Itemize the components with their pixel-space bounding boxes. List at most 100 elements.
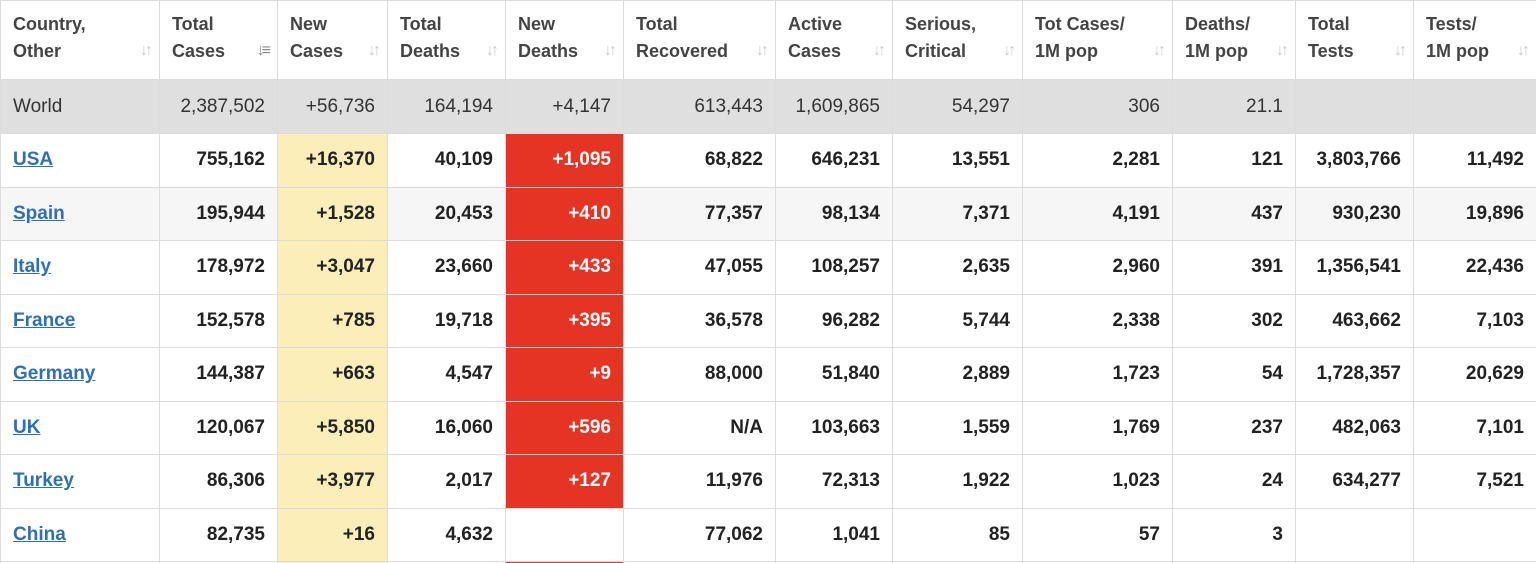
column-header-serious-critical[interactable]: Serious, Critical ↓↑ [892,0,1023,80]
total-recovered-cell: 36,578 [623,293,776,348]
total-tests-cell: 3,803,766 [1295,133,1414,188]
table-row: Germany 144,387 +663 4,547 +9 88,000 51,… [0,347,1536,402]
new-cases-cell: +16,370 [277,133,388,188]
active-cases-cell: 72,313 [775,454,893,509]
tests-per-million-cell: 7,103 [1413,293,1536,348]
active-cases-cell: 108,257 [775,240,893,295]
total-tests-cell: 463,662 [1295,293,1414,348]
tests-per-million-cell: 7,521 [1413,454,1536,509]
column-header-label-line1: Total [400,14,442,34]
deaths-per-million-cell: 54 [1172,347,1296,402]
sort-arrows-icon[interactable]: ↓↑ [140,42,153,59]
total-recovered-cell: 77,357 [623,186,776,241]
country-link[interactable]: France [13,309,76,331]
sort-arrows-icon[interactable]: ↓↑ [1517,42,1530,59]
total-tests-cell: 482,063 [1295,400,1414,455]
total-recovered-cell: 11,976 [623,454,776,509]
country-cell: Spain [0,186,160,241]
deaths-per-million-cell: 21.1 [1172,79,1296,134]
column-header-tests-per-million[interactable]: Tests/ 1M pop ↓↑ [1413,0,1536,80]
sort-arrows-icon[interactable]: ↓↑ [1003,42,1016,59]
column-header-total-deaths[interactable]: Total Deaths ↓↑ [387,0,506,80]
sort-arrows-icon[interactable]: ↓↑ [1394,42,1407,59]
total-cases-cell: 2,387,502 [159,79,278,134]
column-header-country[interactable]: Country, Other ↓↑ [0,0,160,80]
total-tests-cell: 1,356,541 [1295,240,1414,295]
column-header-label-line2: 1M pop [1035,41,1098,61]
new-deaths-cell: +4,147 [505,79,624,134]
total-tests-cell: 1,728,357 [1295,347,1414,402]
table-row: Italy 178,972 +3,047 23,660 +433 47,055 … [0,240,1536,295]
tests-per-million-cell [1413,79,1536,134]
country-link[interactable]: Italy [13,256,52,278]
deaths-per-million-cell: 24 [1172,454,1296,509]
column-header-total-tests[interactable]: Total Tests ↓↑ [1295,0,1414,80]
column-header-label-line2: Cases [290,41,344,61]
column-header-label-line1: Deaths/ [1185,14,1251,34]
sort-arrows-icon[interactable]: ↓↑ [368,42,381,59]
sort-arrows-icon[interactable]: ↓↑ [1153,42,1166,59]
new-cases-cell: +56,736 [277,79,388,134]
new-deaths-cell: +433 [505,240,624,295]
column-header-total-cases[interactable]: Total Cases ↓≡ [159,0,278,80]
new-deaths-cell: +9 [505,347,624,402]
country-link[interactable]: USA [13,149,54,171]
tests-per-million-cell: 11,492 [1413,133,1536,188]
table-row: USA 755,162 +16,370 40,109 +1,095 68,822… [0,133,1536,188]
total-recovered-cell: 77,062 [623,507,776,562]
sort-descending-icon[interactable]: ↓≡ [256,42,271,59]
sort-arrows-icon[interactable]: ↓↑ [486,42,499,59]
column-header-label-line1: New [290,14,328,34]
sort-arrows-icon[interactable]: ↓↑ [604,42,617,59]
serious-critical-cell: 1,559 [892,400,1023,455]
country-cell: Germany [0,347,160,402]
world-total-row: World 2,387,502 +56,736 164,194 +4,147 6… [0,79,1536,134]
column-header-label-line2: Recovered [636,41,729,61]
column-header-label-line1: Serious, [905,14,977,34]
column-header-deaths-per-million[interactable]: Deaths/ 1M pop ↓↑ [1172,0,1296,80]
column-header-label-line2: Deaths [400,41,461,61]
column-header-total-recovered[interactable]: Total Recovered ↓↑ [623,0,776,80]
sort-arrows-icon[interactable]: ↓↑ [756,42,769,59]
total-deaths-cell: 40,109 [387,133,506,188]
tests-per-million-cell: 19,896 [1413,186,1536,241]
sort-arrows-icon[interactable]: ↓↑ [1276,42,1289,59]
new-cases-cell: +3,977 [277,454,388,509]
total-cases-cell: 144,387 [159,347,278,402]
deaths-per-million-cell: 121 [1172,133,1296,188]
country-link[interactable]: Turkey [13,470,74,492]
column-header-label-line2: Cases [788,41,842,61]
sort-arrows-icon[interactable]: ↓↑ [873,42,886,59]
country-link[interactable]: UK [13,416,41,438]
serious-critical-cell: 85 [892,507,1023,562]
serious-critical-cell: 1,922 [892,454,1023,509]
column-header-cases-per-million[interactable]: Tot Cases/ 1M pop ↓↑ [1022,0,1173,80]
table-row-partial [0,561,1536,563]
country-link[interactable]: Germany [13,363,96,385]
table-row: Spain 195,944 +1,528 20,453 +410 77,357 … [0,186,1536,241]
column-header-new-cases[interactable]: New Cases ↓↑ [277,0,388,80]
total-deaths-cell: 19,718 [387,293,506,348]
active-cases-cell: 98,134 [775,186,893,241]
country-link[interactable]: Spain [13,202,65,224]
column-header-label-line2: Deaths [518,41,579,61]
column-header-label-line2: Tests [1308,41,1354,61]
column-header-new-deaths[interactable]: New Deaths ↓↑ [505,0,624,80]
active-cases-cell: 96,282 [775,293,893,348]
country-link[interactable]: China [13,523,66,545]
new-cases-cell: +3,047 [277,240,388,295]
deaths-per-million-cell: 237 [1172,400,1296,455]
new-deaths-cell: +127 [505,454,624,509]
deaths-per-million-cell: 3 [1172,507,1296,562]
cases-per-million-cell: 306 [1022,79,1173,134]
header-row: Country, Other ↓↑ Total Cases ↓≡ New Cas… [0,0,1536,80]
total-tests-cell [1295,79,1414,134]
column-header-active-cases[interactable]: Active Cases ↓↑ [775,0,893,80]
table-row: UK 120,067 +5,850 16,060 +596 N/A 103,66… [0,400,1536,455]
column-header-label-line2: Cases [172,41,226,61]
tests-per-million-cell [1413,507,1536,562]
country-cell: World [0,79,160,134]
new-deaths-cell: +1,095 [505,133,624,188]
column-header-label-line1: Total [1308,14,1350,34]
